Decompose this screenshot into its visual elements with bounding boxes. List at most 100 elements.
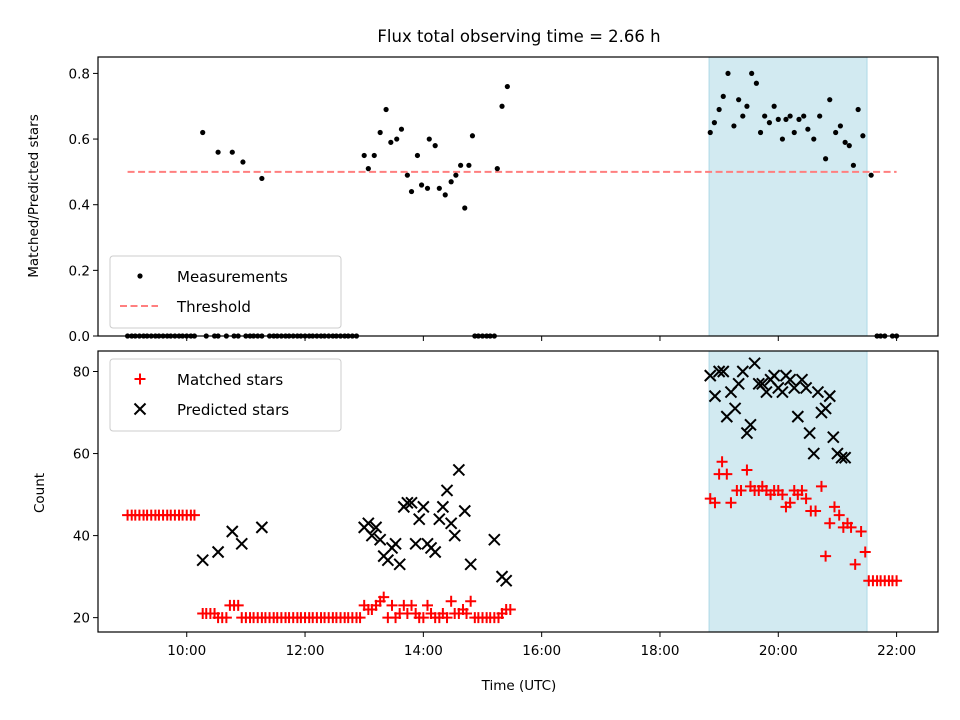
predicted-stars-point — [819, 402, 832, 415]
measurements-point — [753, 80, 759, 86]
measurements-point — [404, 172, 410, 178]
measurements-point — [736, 97, 742, 103]
measurements-point — [796, 116, 802, 122]
legend-box — [109, 358, 342, 432]
predicted-stars-point — [373, 533, 387, 546]
axes-frame — [97, 56, 939, 337]
measurements-point — [259, 175, 265, 182]
y-tick-label: 0.0 — [69, 329, 90, 345]
matched-stars-point — [845, 521, 857, 533]
measurements-point — [749, 70, 755, 77]
predicted-stars-point — [381, 554, 395, 567]
predicted-stars-point — [488, 533, 501, 546]
measurements-point — [787, 113, 793, 119]
predicted-stars-point — [728, 402, 742, 415]
predicted-stars-point — [704, 369, 717, 382]
measurements-point — [823, 156, 829, 162]
predicted-stars-point — [795, 373, 809, 386]
predicted-stars-point — [838, 451, 852, 464]
measurements-point — [720, 93, 726, 99]
measurements-point — [469, 133, 476, 139]
predicted-stars-point — [413, 512, 426, 526]
matched-stars-point — [741, 464, 753, 476]
predicted-stars-point — [458, 504, 471, 518]
matched-stars-point — [441, 612, 453, 624]
predicted-stars-point — [783, 373, 797, 386]
plot-bottom-counts: 20 40 60 80 10:00 12:00 14:00 16:00 18:00 20:00 22… — [73, 350, 939, 659]
matched-stars-point — [378, 591, 390, 603]
measurements-point — [453, 172, 459, 178]
measurements-point — [771, 103, 777, 109]
predicted-stars-point — [835, 451, 848, 464]
measurements-point — [229, 149, 235, 155]
legend-box — [109, 255, 342, 329]
matched-stars-point — [220, 612, 232, 624]
measurements-point — [458, 162, 464, 168]
predicted-stars-point — [823, 389, 836, 403]
predicted-stars-point — [428, 545, 442, 559]
predicted-stars-point — [226, 525, 239, 538]
measurements-point — [766, 120, 773, 126]
measurements-point — [240, 159, 246, 165]
measurements-point — [466, 162, 472, 168]
measurements-point — [462, 205, 468, 211]
measurements-point — [707, 129, 713, 136]
y-tick-label: 0.8 — [69, 66, 90, 82]
measurements-point — [432, 143, 438, 149]
shaded-region — [708, 56, 868, 337]
x-tick-label: 22:00 — [877, 643, 916, 659]
matched-stars-point — [849, 558, 861, 570]
matched-stars-point — [855, 525, 867, 537]
y-tick-label: 40 — [73, 529, 90, 545]
measurements-point — [837, 123, 843, 129]
predicted-stars-point — [362, 517, 375, 530]
predicted-stars-point — [409, 537, 422, 551]
matched-stars-point — [784, 497, 796, 509]
measurements-point — [740, 113, 746, 119]
measurements-point — [361, 152, 367, 159]
measurements-point — [200, 129, 206, 136]
measurements-point — [762, 113, 768, 119]
legend-label-predicted-stars: Predicted stars — [177, 401, 289, 419]
measurements-point — [779, 136, 786, 142]
predicted-stars-point — [369, 521, 383, 534]
x-tick-label: 10:00 — [167, 643, 206, 659]
predicted-stars-point — [255, 521, 269, 534]
predicted-stars-point — [365, 529, 379, 542]
predicted-stars-point — [712, 365, 726, 378]
predicted-stars-point — [436, 500, 450, 514]
predicted-stars-point — [811, 385, 825, 399]
predicted-stars-point — [748, 357, 761, 370]
chart-title: Flux total observing time = 2.66 h — [377, 27, 660, 46]
matched-stars-point — [800, 493, 812, 505]
x-tick-label: 16:00 — [522, 643, 561, 659]
matched-stars-point — [735, 484, 747, 496]
measurements-point — [494, 166, 500, 172]
predicted-stars-point — [736, 365, 749, 378]
legend-label-matched-stars: Matched stars — [177, 371, 283, 389]
predicted-stars-point — [393, 558, 406, 571]
legend-marker-measurements — [137, 273, 143, 279]
measurements-point — [855, 106, 861, 113]
measurements-point — [408, 188, 415, 195]
predicted-stars-point — [452, 463, 466, 477]
measurements-point — [744, 103, 750, 109]
predicted-stars-point — [807, 447, 820, 460]
matched-stars-point — [461, 608, 473, 620]
measurements-point — [833, 129, 839, 136]
predicted-stars-point — [389, 537, 402, 551]
measurements-point — [757, 129, 764, 136]
measurements-point — [731, 123, 737, 129]
predicted-stars-point — [740, 426, 754, 440]
x-tick-label: 14:00 — [404, 643, 443, 659]
measurements-point — [418, 182, 425, 188]
bottom-y-axis-label: Count — [32, 473, 48, 513]
measurements-point — [811, 136, 817, 142]
predicted-stars-point — [803, 426, 816, 440]
matched-stars-point — [820, 550, 832, 562]
matched-stars-point — [716, 456, 728, 468]
measurements-point — [442, 192, 448, 198]
measurements-point — [817, 113, 823, 119]
plot-top-ratio: 0.0 0.2 0.4 0.6 0.8 Measurements Threshold — [69, 56, 939, 345]
predicted-stars-point — [405, 496, 418, 509]
